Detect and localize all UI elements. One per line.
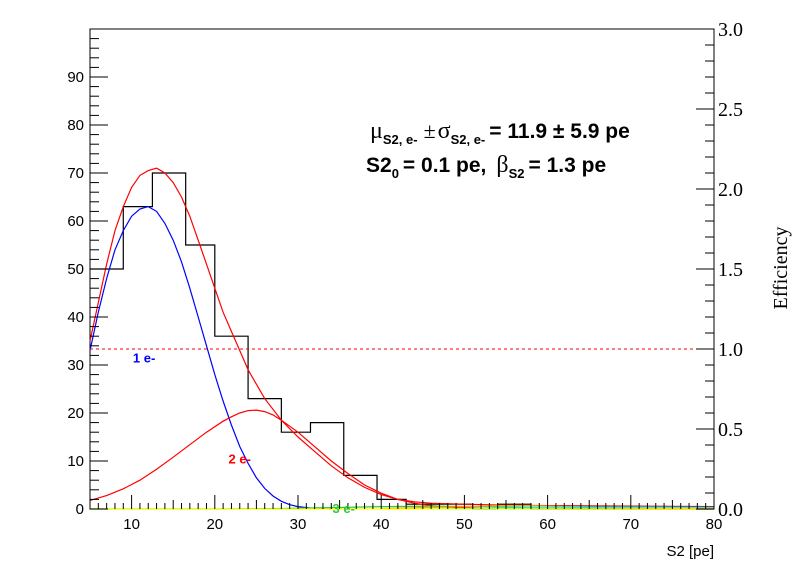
histogram-steps: [90, 172, 714, 510]
curve-label: 3 e-: [333, 501, 355, 516]
y-right-tick-label: 2.0: [718, 179, 743, 201]
y-right-tick-label: 0.5: [718, 419, 743, 441]
curve-label: 1 e-: [133, 351, 155, 366]
y-axis: 0 10 20 30 40 50 60 70 80 90: [67, 38, 108, 518]
y-tick-label: 30: [67, 357, 84, 374]
curve-labels: 1 e- 2 e- 3 e-: [133, 351, 355, 516]
fit-result-line1: μS2, e- ±σS2, e- = 11.9 ± 5.9 pe: [370, 118, 630, 147]
y-tick-label: 80: [67, 117, 84, 134]
y-tick-label: 40: [67, 309, 84, 326]
y-tick-label: 90: [67, 69, 84, 86]
y-right-tick-label: 3.0: [718, 19, 743, 41]
y-tick-label: 0: [76, 501, 84, 518]
fit-result-line2: S20 = 0.1 pe, βS2 = 1.3 pe: [366, 152, 606, 181]
x-tick-label: 20: [206, 516, 223, 533]
x-tick-label: 50: [456, 516, 473, 533]
fit-curve-1: [89, 205, 332, 510]
fit-curve-2: [89, 409, 515, 510]
fit-curve-0: [89, 167, 715, 508]
y-tick-label: 60: [67, 213, 84, 230]
x-tick-label: 60: [539, 516, 556, 533]
y-axis-right-label: Efficiency: [770, 227, 792, 310]
y-right-tick-label: 2.5: [718, 99, 743, 121]
y-right-tick-label: 1.5: [718, 259, 743, 281]
x-tick-label: 10: [123, 516, 140, 533]
x-tick-label: 40: [373, 516, 390, 533]
x-axis: 10 20 30 40 50 60 70 80: [89, 495, 723, 533]
y-tick-label: 10: [67, 453, 84, 470]
y-right-tick-label: 0.0: [718, 499, 743, 521]
x-axis-label: S2 [pe]: [666, 543, 714, 560]
x-tick-label: 30: [290, 516, 307, 533]
x-tick-label: 70: [622, 516, 639, 533]
x-tick-label: 80: [706, 516, 723, 533]
fit-curves: [89, 167, 715, 510]
y-tick-label: 20: [67, 405, 84, 422]
curve-label: 2 e-: [229, 451, 251, 466]
histogram: [90, 172, 714, 510]
y-tick-label: 50: [67, 261, 84, 278]
y-axis-right: 0.0 0.5 1.0 1.5 2.0 2.5 3.0: [696, 19, 743, 521]
y-right-tick-label: 1.0: [718, 339, 743, 361]
y-tick-label: 70: [67, 165, 84, 182]
